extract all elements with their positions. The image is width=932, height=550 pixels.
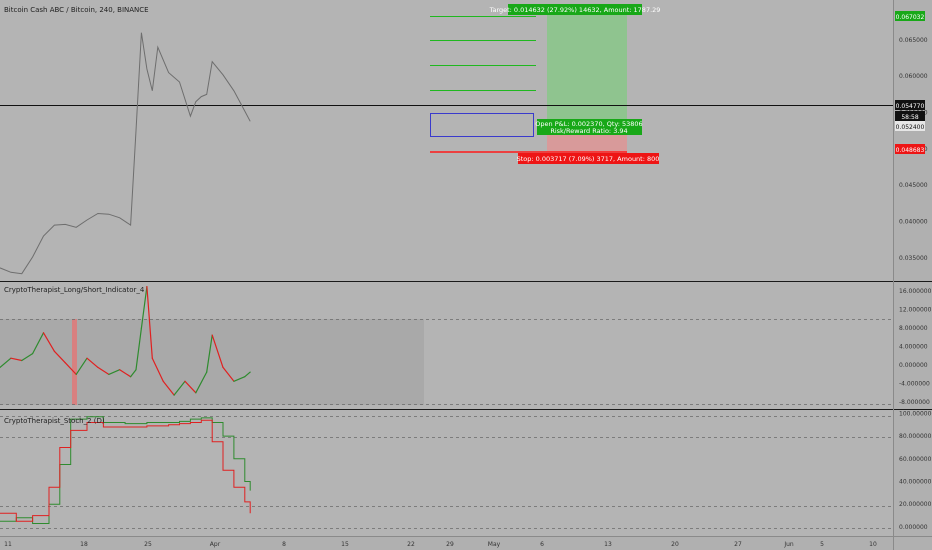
time-tick-label: Jun (783, 541, 794, 548)
indicator-segment (151, 357, 164, 382)
price-axis-background (893, 0, 932, 550)
indicator-segment (244, 371, 251, 378)
signal-highlight-bar (72, 319, 77, 405)
stop-price-tag-label: 0.048683 (896, 147, 925, 154)
price-tick-label: 0.040000 (899, 219, 928, 226)
stoch-red-line (0, 419, 251, 522)
indicator-1-tick-label: 4.000000 (899, 344, 928, 351)
indicator-segment (162, 380, 175, 396)
time-tick-label: 22 (407, 541, 415, 548)
indicator-1-tick-label: -8.000000 (899, 399, 930, 406)
indicator-segment (211, 334, 224, 368)
countdown-tag-label: 58:58 (901, 114, 918, 121)
indicator-1-tick-label: -4.000000 (899, 381, 930, 388)
indicator-pane-stoch[interactable]: CryptoTherapist_Stoch_2 (D) 100.000000 80… (0, 410, 932, 531)
time-tick-label: 11 (4, 541, 12, 548)
indicator-1-axis[interactable]: 16.000000 12.000000 8.000000 4.000000 0.0000… (899, 288, 932, 406)
time-tick-label: May (488, 541, 501, 548)
price-tick-label: 0.035000 (899, 255, 928, 262)
entry-price-tag-label: 0.052400 (896, 124, 925, 131)
stop-label: Stop: 0.003717 (7.09%) 3717, Amount: 800 (517, 155, 660, 163)
indicator-segment (53, 350, 66, 364)
time-tick-label: Apr (210, 541, 221, 548)
indicator-segment (206, 334, 213, 373)
indicator-2-tick-label: 0.000000 (899, 524, 928, 531)
indicator-segment (64, 362, 77, 375)
time-tick-label: 25 (144, 541, 152, 548)
indicator-segment (75, 357, 88, 375)
stop-label-box (518, 153, 659, 164)
price-tick-label: 0.045000 (899, 182, 928, 189)
indicator-line (0, 286, 251, 396)
price-tick-label: 0.065000 (899, 37, 928, 44)
indicator-segment (184, 380, 197, 394)
target-price-tag (895, 11, 925, 21)
indicator-segment (140, 286, 148, 329)
indicator-1-tick-label: 0.000000 (899, 362, 928, 369)
time-tick-label: 18 (80, 541, 88, 548)
indicator-segment (21, 353, 34, 362)
indicator-segment (42, 332, 56, 352)
indicator-segment (86, 357, 99, 368)
indicator-segment (195, 371, 208, 394)
price-series-line (0, 32, 251, 275)
stop-price-tag (895, 144, 925, 154)
time-tick-label: 10 (869, 541, 877, 548)
indicator-2-tick-label: 80.000000 (899, 433, 932, 440)
time-tick-label: 29 (446, 541, 454, 548)
indicator-2-tick-label: 60.000000 (899, 456, 932, 463)
entry-box[interactable] (430, 113, 534, 137)
position-label-pnl: Open P&L: 0.002370, Qty: 53806 (535, 120, 642, 128)
target-price-tag-label: 0.067032 (896, 14, 925, 21)
indicator-1-title: CryptoTherapist_Long/Short_Indicator_4 (4, 286, 145, 294)
indicator-segment (233, 376, 246, 382)
time-tick-label: 6 (540, 541, 544, 548)
indicator-2-axis[interactable]: 100.000000 80.000000 60.000000 40.000000 20.… (899, 410, 932, 531)
last-price-tag-label: 0.054770 (896, 103, 925, 110)
indicator-segment (222, 366, 235, 382)
indicator-segment (130, 369, 137, 378)
target-label: Target: 0.014632 (27.92%) 14632, Amount:… (489, 6, 661, 14)
indicator-1-tick-label: 8.000000 (899, 325, 928, 332)
position-label-box (537, 119, 642, 135)
indicator-segment (0, 357, 12, 368)
indicator-segment (10, 357, 23, 362)
time-tick-label: 15 (341, 541, 349, 548)
indicator-shaded-region (0, 319, 424, 405)
indicator-segment (97, 366, 110, 375)
time-tick-label: 27 (734, 541, 742, 548)
profit-zone[interactable] (547, 13, 627, 123)
price-pane[interactable]: Bitcoin Cash ABC / Bitcoin, 240, BINANCE… (0, 4, 928, 275)
indicator-segment (108, 369, 121, 375)
time-tick-label: 5 (820, 541, 824, 548)
indicator-2-tick-label: 100.000000 (899, 410, 932, 417)
chart-title: Bitcoin Cash ABC / Bitcoin, 240, BINANCE (4, 6, 149, 14)
position-label-ratio: Risk/Reward Ratio: 3.94 (550, 127, 627, 135)
indicator-2-tick-label: 20.000000 (899, 501, 932, 508)
entry-price-tag (895, 121, 925, 131)
indicator-2-title: CryptoTherapist_Stoch_2 (D) (4, 417, 105, 425)
indicator-segment (173, 380, 186, 396)
price-tick-label: 0.060000 (899, 73, 928, 80)
last-price-tag (895, 100, 925, 110)
indicator-1-tick-label: 12.000000 (899, 307, 932, 314)
indicator-2-tick-label: 40.000000 (899, 479, 932, 486)
indicator-segment (146, 286, 153, 359)
time-axis[interactable]: 11 18 25 Apr 8 15 22 29 May 6 13 20 27 Jun 5 10 (4, 541, 877, 548)
indicator-segment (135, 327, 142, 371)
indicator-segment (119, 369, 132, 378)
time-axis-background (0, 536, 893, 550)
indicator-pane-long-short[interactable]: CryptoTherapist_Long/Short_Indicator_4 1… (0, 286, 932, 406)
time-tick-label: 13 (604, 541, 612, 548)
countdown-tag (895, 111, 925, 121)
indicator-1-tick-label: 16.000000 (899, 288, 932, 295)
target-label-box (508, 4, 642, 15)
indicator-segment (31, 332, 45, 355)
time-tick-label: 8 (282, 541, 286, 548)
time-tick-label: 20 (671, 541, 679, 548)
